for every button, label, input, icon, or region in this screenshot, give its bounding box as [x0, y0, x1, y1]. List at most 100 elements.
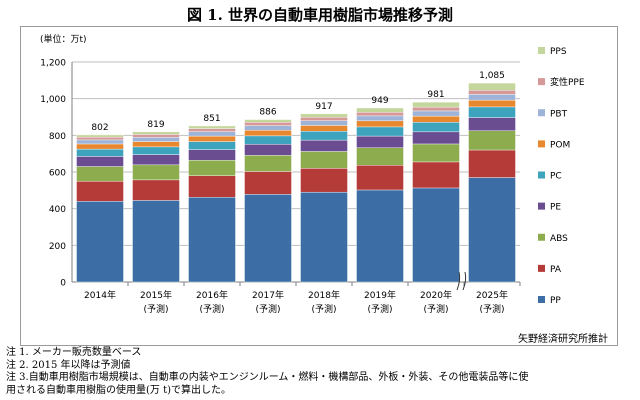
bar-segment-POM: [300, 125, 348, 132]
bar-segment-PPS: [244, 119, 292, 123]
notes: 注 1. メーカー販売数量ベース 注 2. 2015 年以降は予測値 注 3.自…: [6, 347, 636, 397]
chart-frame: [20, 26, 618, 346]
bar-segment-PC: [132, 146, 180, 155]
bar-segment-変性PPE: [188, 128, 236, 132]
x-tick-label: 2020年: [420, 289, 452, 301]
bar-segment-PA: [412, 161, 460, 189]
total-label: 949: [371, 96, 388, 106]
note-3: 注 3.自動車用樹脂市場規模は、自動車の内装やエンジンルーム・燃料・機構部品、外…: [6, 372, 529, 383]
bar-segment-PA: [244, 171, 292, 195]
legend-swatch-POM: [538, 140, 545, 148]
bar-segment-PC: [412, 122, 460, 133]
bar-segment-PBT: [300, 120, 348, 126]
bar-segment-PBT: [412, 110, 460, 117]
x-tick-label: (予測): [143, 303, 168, 315]
bar-segment-PPS: [356, 107, 404, 113]
bar-segment-変性PPE: [300, 116, 348, 121]
legend-label: ABS: [550, 234, 568, 244]
y-tick-label: 0: [60, 279, 66, 289]
note-3-continued: 用される自動車用樹脂の使用量(万 t)で算出した。: [6, 384, 231, 396]
bar-segment-PA: [132, 179, 180, 201]
bar-segment-変性PPE: [468, 90, 516, 95]
total-label: 917: [315, 102, 332, 112]
y-tick-label: 400: [49, 205, 66, 215]
bar-segment-PBT: [468, 94, 516, 101]
bar-segment-PE: [76, 156, 124, 167]
legend-label: PA: [550, 265, 562, 275]
bar-segment-PBT: [76, 139, 124, 145]
legend-label: 変性PPE: [550, 76, 585, 88]
x-tick-label: (予測): [367, 303, 392, 315]
note-1: 注 1. メーカー販売数量ベース: [6, 347, 142, 358]
bar-segment-PP: [300, 191, 348, 283]
bar-segment-PE: [356, 135, 404, 148]
stacked-bar-chart: (単位：万t) 0 200 400 600 800 1,000 1,200 802 2014年 81…: [40, 33, 585, 315]
bar-segment-ABS: [300, 151, 348, 169]
y-tick-label: 600: [49, 169, 66, 179]
bar-segment-PP: [468, 177, 516, 283]
legend-swatch-PC: [538, 171, 545, 179]
y-tick-label: 1,200: [40, 59, 66, 69]
bar-segment-POM: [412, 115, 460, 123]
bar-segment-POM: [356, 120, 404, 128]
bar-segment-PBT: [244, 125, 292, 131]
legend-swatch-ABS: [538, 233, 545, 241]
bar-segment-PE: [244, 144, 292, 156]
bar-segment-変性PPE: [132, 134, 180, 138]
x-tick-label: 2018年: [308, 289, 340, 301]
legend-swatch-PE: [538, 202, 545, 210]
total-label: 886: [259, 108, 276, 118]
x-tick-label: (予測): [255, 303, 280, 315]
legend-swatch-PP: [538, 296, 545, 303]
x-tick-label: 2016年: [196, 289, 228, 301]
axis-break-mark: [462, 271, 467, 291]
bar-segment-PP: [356, 189, 404, 283]
bar-segment-PP: [244, 194, 292, 283]
bar-segment-PA: [468, 149, 516, 178]
bar-segment-POM: [76, 143, 124, 150]
bar-segment-POM: [132, 141, 180, 148]
total-label: 1,085: [479, 71, 505, 81]
bar-segment-PP: [76, 201, 124, 283]
bar-segment-PP: [188, 197, 236, 283]
bar-segment-PPS: [132, 131, 180, 135]
legend-label: PC: [550, 172, 562, 182]
figure-title: 図 1. 世界の自動車用樹脂市場推移予測: [186, 6, 454, 24]
x-tick-label: 2025年: [476, 289, 508, 301]
bar-segment-PE: [412, 131, 460, 145]
bar-segment-PC: [468, 106, 516, 118]
legend-label: PP: [550, 296, 561, 306]
bar-segment-変性PPE: [244, 122, 292, 126]
total-label: 981: [427, 90, 444, 100]
bar-segment-PP: [412, 187, 460, 283]
bar-segment-PE: [300, 139, 348, 152]
bar-segment-PPS: [412, 101, 460, 108]
x-tick-label: 2014年: [84, 289, 116, 301]
note-2: 注 2. 2015 年以降は予測値: [6, 359, 131, 371]
bar-segment-ABS: [188, 160, 236, 176]
x-tick-label: (予測): [479, 303, 504, 315]
bar-segment-ABS: [468, 130, 516, 151]
legend-label: POM: [550, 140, 570, 150]
bar-segment-ABS: [412, 143, 460, 163]
bar-segment-PBT: [188, 131, 236, 137]
bar-segment-ABS: [356, 147, 404, 166]
bar-segment-PP: [132, 200, 180, 283]
bar-segment-PC: [300, 131, 348, 141]
unit-label: (単位：万t): [40, 33, 87, 45]
bar-segment-POM: [188, 135, 236, 142]
total-label: 802: [91, 123, 108, 133]
x-tick-label: (予測): [311, 303, 336, 315]
legend-label: PPS: [550, 47, 567, 57]
x-tick-label: 2019年: [364, 289, 396, 301]
bar-segment-ABS: [244, 155, 292, 172]
bar-segment-PE: [468, 117, 516, 131]
bar-segment-PBT: [132, 137, 180, 142]
bar-segment-変性PPE: [76, 136, 124, 141]
legend-label: PE: [550, 203, 561, 213]
bar-segment-PPS: [468, 82, 516, 91]
bar-segment-PPS: [76, 134, 124, 138]
bar-segment-PC: [76, 148, 124, 157]
y-tick-label: 200: [49, 242, 66, 252]
